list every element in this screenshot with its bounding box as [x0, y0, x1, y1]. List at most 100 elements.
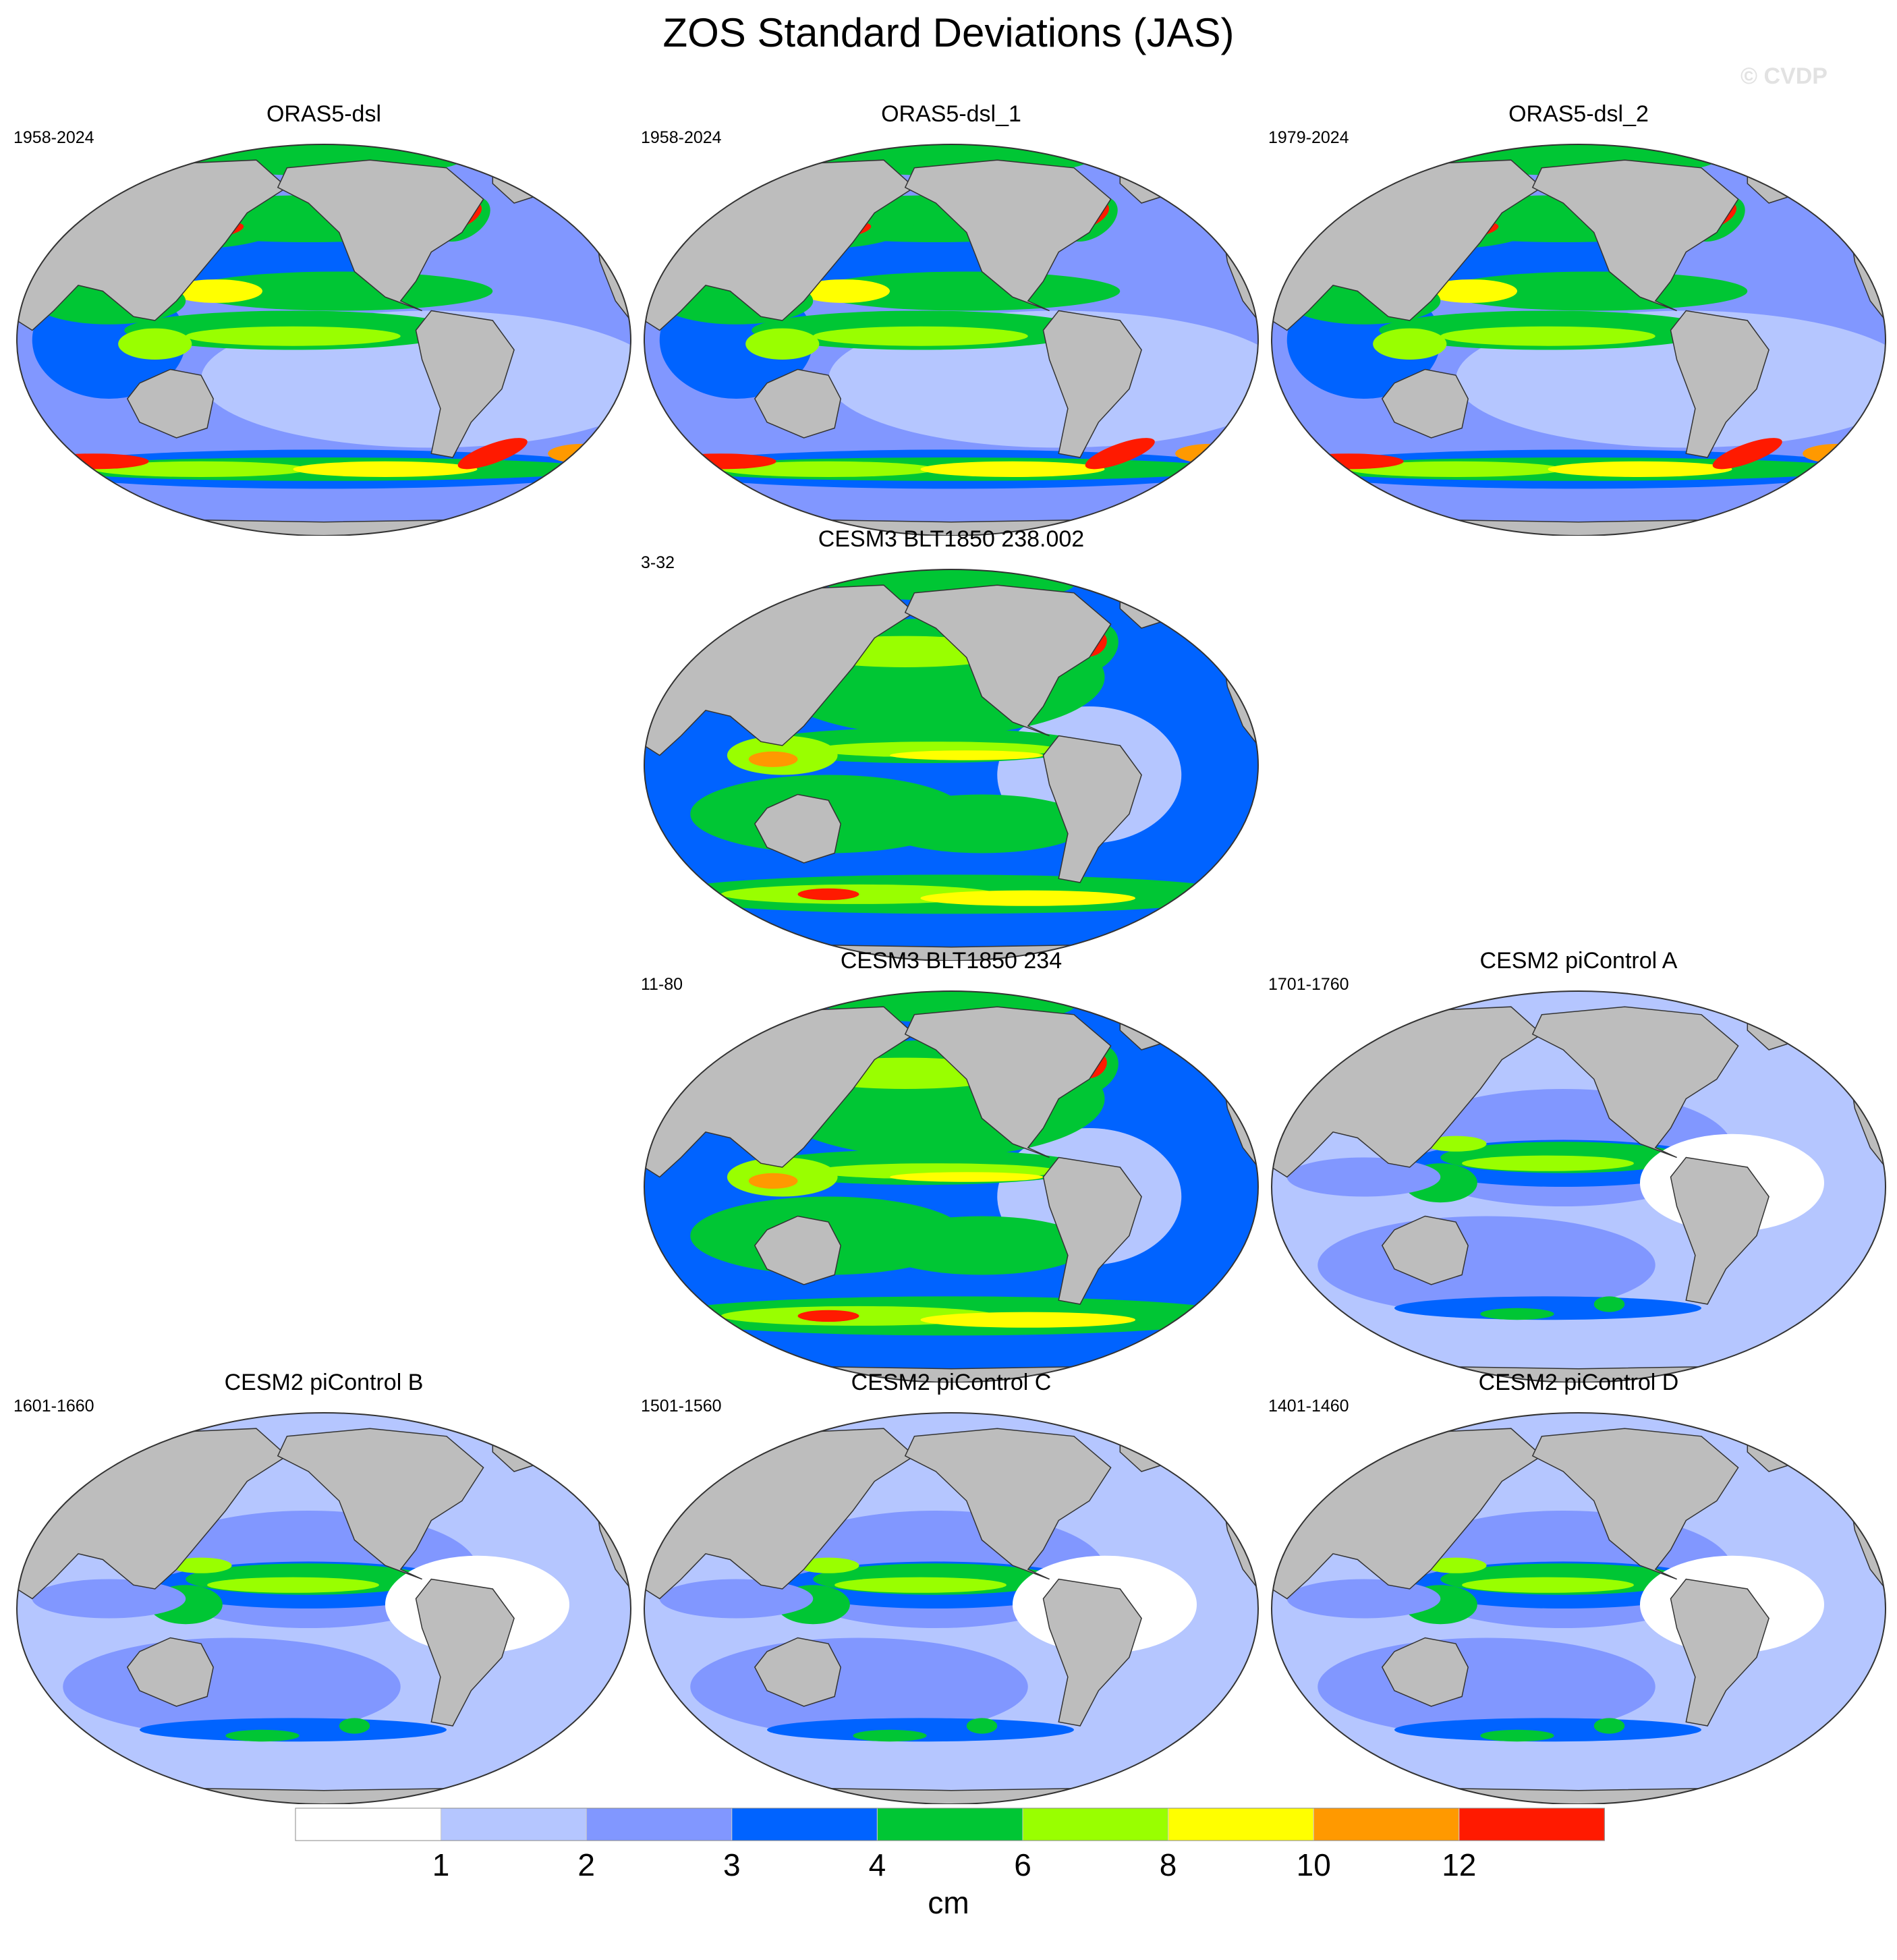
panel-period: 1958-2024 [13, 128, 94, 147]
std-dev-region [339, 1718, 370, 1734]
land-mass [754, 793, 841, 864]
land-mass [1670, 310, 1769, 458]
colorbar-frame [295, 1808, 1605, 1841]
std-dev-region [170, 279, 262, 303]
robinson-map [1271, 990, 1886, 1382]
std-dev-region [140, 1718, 447, 1742]
std-dev-region [890, 750, 1044, 760]
std-dev-region [1480, 1308, 1554, 1320]
std-dev-region [748, 751, 798, 767]
std-dev-region [748, 1173, 798, 1189]
std-dev-region [1462, 1155, 1634, 1171]
map-outline [1271, 144, 1886, 536]
robinson-map [16, 1412, 631, 1804]
colorbar-tick-label: 4 [869, 1847, 886, 1882]
panel-title: ORAS5-dsl_1 [881, 101, 1021, 127]
std-dev-region [920, 1312, 1135, 1328]
robinson-map [16, 144, 631, 536]
panel-period: 1979-2024 [1268, 128, 1349, 147]
land-mass [415, 310, 515, 458]
std-dev-region [797, 1557, 859, 1573]
colorbar-segment [876, 1808, 1023, 1841]
map-panel: CESM3 BLT1850 238.002 3-32 [641, 526, 1262, 965]
colorbar-tick-label: 2 [577, 1847, 595, 1882]
robinson-map [644, 144, 1259, 536]
map-panel: ORAS5-dsl_1 1958-2024 [641, 101, 1262, 540]
colorbar-segment [1168, 1808, 1314, 1841]
std-dev-region [797, 888, 859, 901]
colorbar-segment [1313, 1808, 1460, 1841]
std-dev-region [457, 438, 528, 470]
std-dev-region [659, 1579, 814, 1619]
colorbar-tick-label: 8 [1160, 1847, 1177, 1882]
std-dev-region [1175, 443, 1249, 464]
std-dev-region [38, 453, 149, 470]
colorbar-segment [1459, 1808, 1605, 1841]
panel-period: 1501-1560 [641, 1397, 722, 1416]
std-dev-region [966, 1718, 998, 1734]
land-mass [754, 1215, 841, 1285]
std-dev-region [890, 1172, 1044, 1182]
std-dev-region [920, 461, 1105, 477]
std-dev-region [720, 461, 936, 477]
land-mass [1042, 310, 1142, 458]
land-mass [904, 159, 1112, 312]
colorbar-segment [441, 1808, 587, 1841]
colorbar: 1 2 3 4 6 8 10 12 cm [0, 1795, 1897, 1957]
land-mass [1381, 1637, 1469, 1707]
panel-period: 1701-1760 [1268, 975, 1349, 994]
map-panel: CESM2 piControl D 1401-1460 [1268, 1370, 1889, 1808]
land-mass [1531, 1006, 1739, 1158]
std-dev-region [1462, 1577, 1634, 1593]
land-mass [904, 1006, 1112, 1158]
robinson-map [644, 990, 1259, 1382]
std-dev-region [797, 279, 890, 303]
map-outline [1271, 990, 1886, 1382]
land-mass [1531, 1428, 1739, 1580]
colorbar-segment [295, 1808, 442, 1841]
robinson-map [644, 569, 1259, 961]
map-outline [16, 144, 631, 536]
std-dev-region [1480, 1729, 1554, 1742]
std-dev-region [207, 1577, 379, 1593]
panel-title: CESM2 piControl B [224, 1370, 424, 1395]
map-outline [16, 1412, 631, 1804]
map-outline [644, 990, 1259, 1382]
std-dev-region [1286, 1157, 1441, 1197]
field-layer [1286, 1413, 1824, 1742]
std-dev-region [1425, 1557, 1487, 1573]
map-outline [644, 144, 1259, 536]
land-mass [126, 1637, 214, 1707]
panel-title: CESM2 piControl C [851, 1370, 1052, 1395]
land-mass [904, 584, 1112, 737]
std-dev-region [1425, 1136, 1487, 1152]
land-mass [1042, 735, 1142, 883]
std-dev-region [874, 794, 1089, 853]
map-panel: CESM2 piControl C 1501-1560 [641, 1370, 1262, 1808]
std-dev-region [1548, 461, 1732, 477]
map-outline [644, 1412, 1259, 1804]
std-dev-region [93, 461, 309, 477]
colorbar-tick-label: 3 [723, 1847, 741, 1882]
land-mass [1531, 159, 1739, 312]
panel-period: 1958-2024 [641, 128, 722, 147]
land-mass [1670, 1578, 1769, 1727]
map-panel: ORAS5-dsl 1958-2024 [13, 101, 634, 540]
std-dev-region [1593, 1296, 1625, 1312]
map-outline [644, 569, 1259, 961]
panel-period: 3-32 [641, 553, 675, 572]
std-dev-region [767, 1718, 1074, 1742]
land-mass [754, 1637, 841, 1707]
std-dev-region [548, 443, 622, 464]
colorbar-tick-label: 6 [1014, 1847, 1031, 1882]
std-dev-region [1348, 461, 1564, 477]
std-dev-region [1373, 328, 1447, 360]
std-dev-region [813, 326, 1028, 346]
std-dev-region [834, 1577, 1007, 1593]
panel-title: ORAS5-dsl_2 [1508, 101, 1649, 127]
map-panel: CESM3 BLT1850 234 11-80 [641, 948, 1262, 1387]
map-panel: CESM2 piControl A 1701-1760 [1268, 948, 1889, 1387]
std-dev-region [1803, 443, 1877, 464]
std-dev-region [853, 1729, 927, 1742]
